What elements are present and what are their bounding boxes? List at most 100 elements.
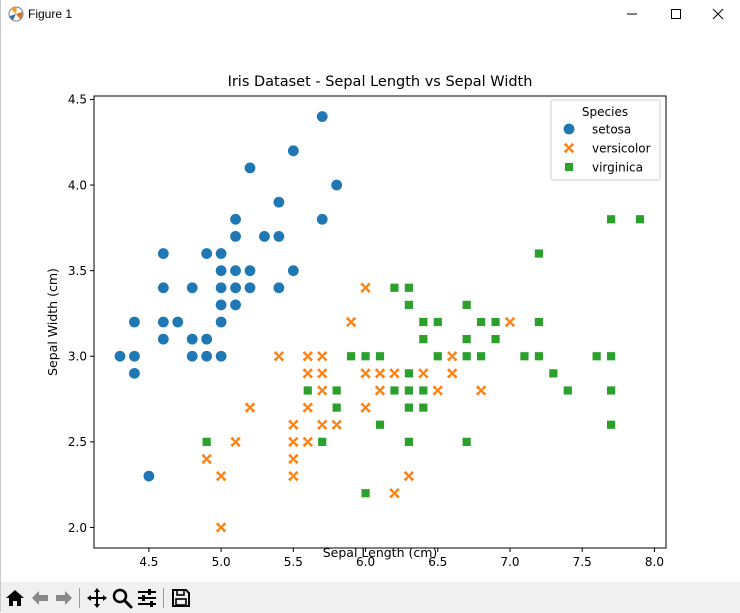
scatter-chart: Iris Dataset - Sepal Length vs Sepal Wid… (45, 74, 667, 569)
setosa-point (157, 247, 170, 260)
virginica-point (490, 334, 501, 345)
forward-button[interactable] (52, 586, 76, 610)
navigation-toolbar (1, 582, 740, 613)
virginica-point (476, 351, 487, 362)
y-axis-label: Sepal Width (cm) (45, 268, 60, 376)
legend-marker-versicolor (562, 141, 576, 155)
legend-label-virginica: virginica (592, 160, 643, 174)
home-button[interactable] (3, 586, 27, 610)
virginica-point (548, 368, 559, 379)
virginica-point (533, 317, 544, 327)
legend-entries: setosa versicolor virginica (562, 122, 651, 174)
setosa-point (258, 230, 271, 243)
x-tick-label: 6.0 (356, 555, 375, 569)
setosa-point (316, 110, 329, 123)
maximize-button[interactable] (653, 0, 699, 28)
setosa-point (157, 332, 170, 346)
versicolor-point (330, 418, 343, 431)
x-tick-label: 5.5 (284, 555, 303, 569)
setosa-point (128, 350, 141, 363)
virginica-point (591, 351, 602, 362)
minimize-icon (627, 13, 637, 15)
save-button[interactable] (169, 586, 193, 610)
versicolor-point (359, 401, 372, 414)
x-tick-label: 6.5 (428, 555, 447, 569)
x-axis-ticks: 4.5 5.0 5.5 6.0 6.5 7.0 7.5 8.0 (139, 548, 664, 569)
pan-button[interactable] (85, 586, 109, 610)
zoom-button[interactable] (110, 586, 134, 610)
versicolor-point (359, 367, 372, 380)
versicolor-point (287, 418, 300, 431)
virginica-point (533, 248, 544, 259)
virginica-point (403, 368, 414, 379)
setosa-point (214, 298, 228, 312)
home-icon (6, 590, 24, 606)
legend-title: Species (582, 105, 628, 119)
pan-icon (87, 588, 107, 608)
axes-frame (93, 95, 667, 549)
matplotlib-app-icon (8, 6, 24, 22)
setosa-point (229, 213, 242, 226)
title-bar: Figure 1 (1, 0, 740, 28)
versicolor-point (301, 350, 314, 363)
virginica-point (389, 385, 400, 396)
virginica-point (403, 436, 414, 447)
legend-marker-setosa (562, 122, 576, 136)
back-button[interactable] (28, 586, 52, 610)
toolbar-separator (163, 588, 164, 608)
setosa-point (113, 350, 127, 363)
close-button[interactable] (695, 0, 740, 28)
setosa-point (272, 195, 286, 209)
virginica-point (418, 317, 429, 327)
virginica-point (432, 351, 443, 362)
window-title: Figure 1 (28, 7, 73, 21)
setosa-point (157, 315, 170, 329)
figure-canvas[interactable]: Iris Dataset - Sepal Length vs Sepal Wid… (1, 28, 740, 582)
setosa-point (316, 213, 329, 226)
legend-label-versicolor: versicolor (592, 141, 651, 155)
virginica-point (635, 214, 645, 225)
virginica-point (418, 402, 429, 413)
maximize-icon (671, 9, 681, 19)
virginica-point (461, 351, 472, 362)
x-axis-label: Sepal Length (cm) (323, 545, 438, 560)
minimize-button[interactable] (609, 0, 655, 28)
setosa-point (186, 332, 199, 346)
versicolor-point (388, 367, 401, 380)
setosa-point (142, 469, 156, 483)
virginica-point (389, 282, 400, 293)
setosa-point (287, 144, 300, 157)
setosa-point (128, 315, 141, 329)
versicolor-point (316, 418, 329, 431)
virginica-point (606, 419, 617, 430)
setosa-point (214, 247, 228, 260)
versicolor-point (200, 452, 213, 466)
virginica-point (403, 402, 414, 413)
versicolor-point (229, 435, 242, 448)
legend: Species setosa versicolor virginica (550, 99, 661, 181)
y-axis-ticks: 2.0 2.5 3.0 3.5 4.0 4.5 (68, 93, 94, 535)
toolbar-separator (79, 588, 80, 608)
virginica-point (375, 351, 385, 362)
y-tick-label: 4.0 (68, 178, 87, 192)
versicolor-point (301, 435, 314, 448)
setosa-point (214, 350, 228, 363)
virginica-point (562, 385, 573, 396)
y-tick-label: 4.5 (68, 93, 87, 107)
virginica-point (461, 436, 472, 447)
setosa-point (157, 281, 170, 294)
versicolor-point (272, 350, 286, 363)
setosa-point (214, 264, 228, 277)
setosa-point (200, 247, 213, 260)
versicolor-point (287, 435, 300, 448)
virginica-point (331, 402, 342, 413)
setosa-point (200, 332, 213, 346)
close-icon (712, 8, 724, 20)
versicolor-point (431, 384, 444, 397)
zoom-icon (112, 588, 133, 609)
versicolor-point (316, 384, 329, 397)
legend-box (550, 99, 661, 181)
configure-subplots-button[interactable] (135, 586, 159, 610)
x-tick-label: 7.0 (500, 555, 519, 569)
virginica-point (418, 385, 429, 396)
